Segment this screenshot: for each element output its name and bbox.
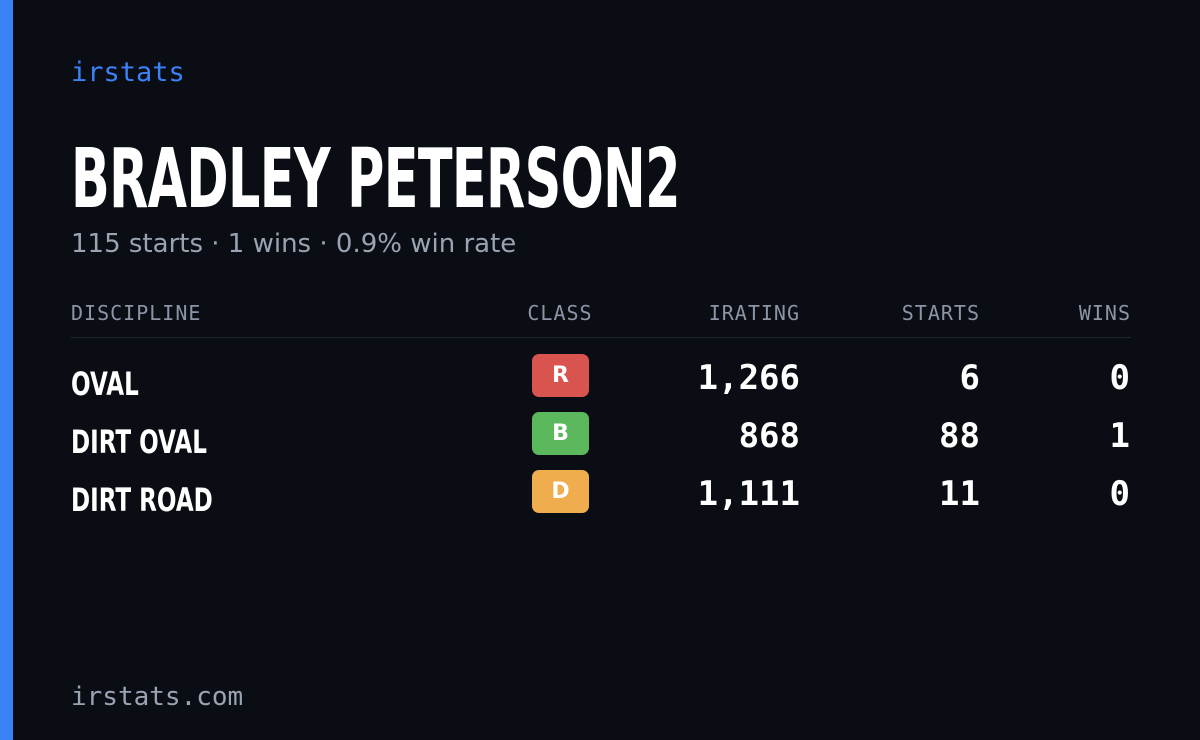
driver-name: BRADLEY PETERSON2 xyxy=(71,132,680,227)
table-row: OVAL R 1,266 6 0 xyxy=(71,350,1131,408)
header-discipline: DISCIPLINE xyxy=(71,301,202,325)
header-wins: WINS xyxy=(1078,301,1131,325)
class-badge: D xyxy=(532,470,589,513)
wins-value: 0 xyxy=(1109,358,1130,398)
starts-value: 11 xyxy=(939,474,980,514)
irating-value: 868 xyxy=(738,416,800,456)
discipline-label: DIRT OVAL xyxy=(71,423,207,461)
table-row: DIRT ROAD D 1,111 11 0 xyxy=(71,466,1131,524)
brand-logo-text: irstats xyxy=(71,57,185,88)
starts-value: 6 xyxy=(959,358,980,398)
table-row: DIRT OVAL B 868 88 1 xyxy=(71,408,1131,466)
accent-bar xyxy=(0,0,13,740)
class-badge: R xyxy=(532,354,589,397)
discipline-label: DIRT ROAD xyxy=(71,481,213,519)
header-class: CLASS xyxy=(527,301,593,325)
footer-site-url[interactable]: irstats.com xyxy=(71,682,244,712)
table-divider xyxy=(71,337,1131,338)
wins-value: 0 xyxy=(1109,474,1130,514)
driver-summary: 115 starts · 1 wins · 0.9% win rate xyxy=(71,229,517,259)
irating-value: 1,266 xyxy=(697,358,800,398)
header-irating: IRATING xyxy=(708,301,800,325)
table-header: DISCIPLINE CLASS IRATING STARTS WINS xyxy=(71,298,1131,330)
irating-value: 1,111 xyxy=(697,474,800,514)
header-starts: STARTS xyxy=(901,301,980,325)
starts-value: 88 xyxy=(939,416,980,456)
discipline-label: OVAL xyxy=(71,365,139,403)
class-badge: B xyxy=(532,412,589,455)
table-body: OVAL R 1,266 6 0 DIRT OVAL B 868 88 1 DI… xyxy=(71,350,1131,524)
wins-value: 1 xyxy=(1109,416,1130,456)
